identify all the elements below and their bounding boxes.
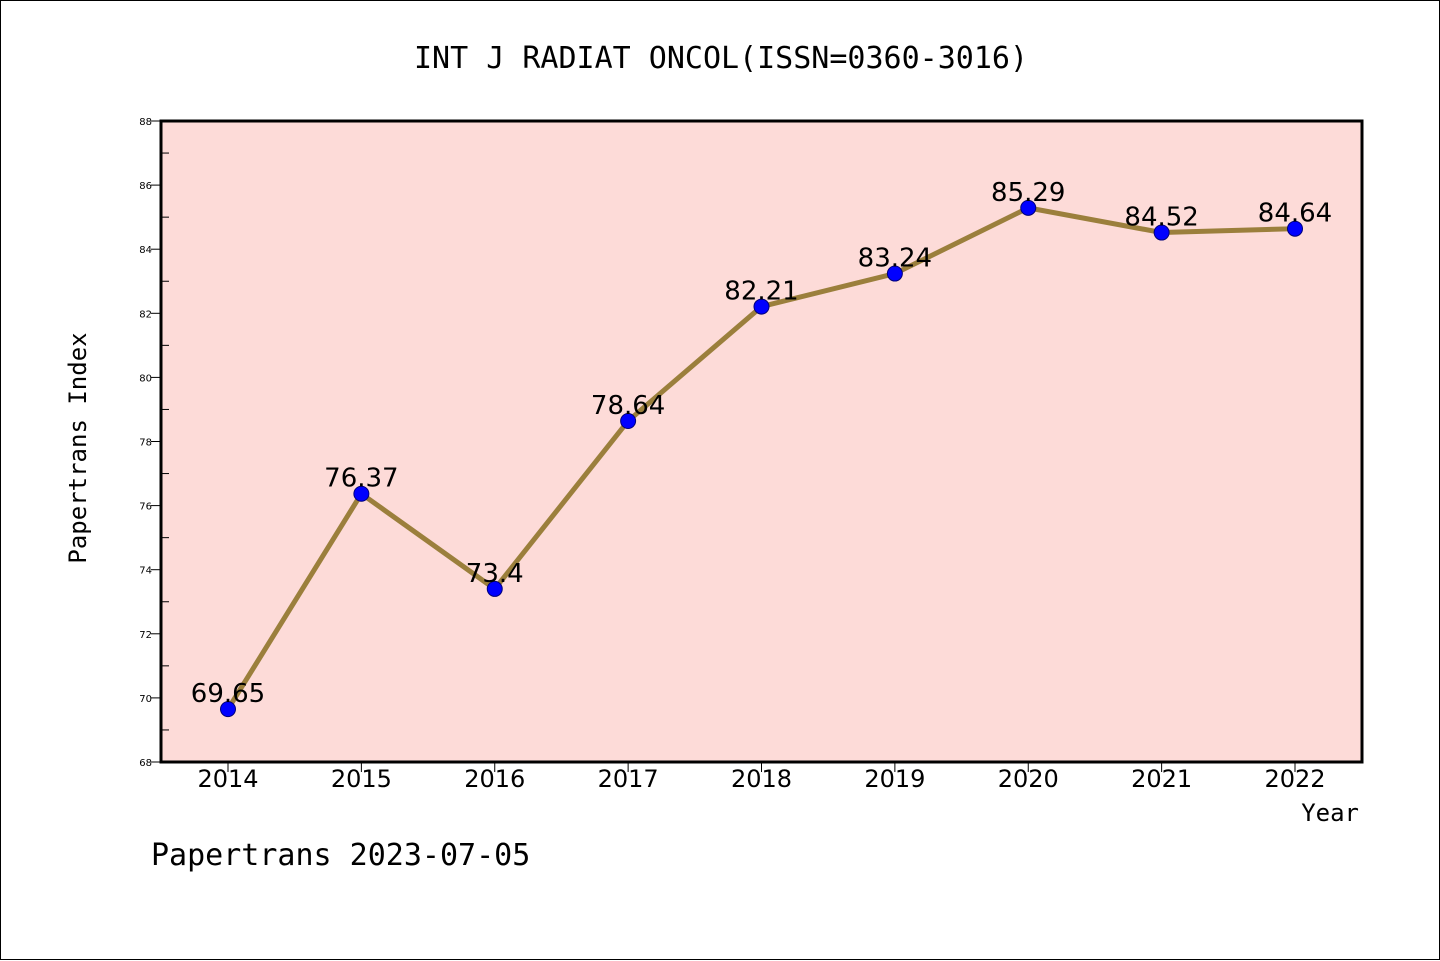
y-tick-label: 74: [139, 566, 152, 577]
data-point-label: 83.24: [858, 244, 932, 274]
x-tick-label: 2020: [998, 765, 1059, 793]
data-point-marker: [1153, 224, 1170, 241]
x-tick-label: 2017: [598, 765, 659, 793]
plot-border: [159, 119, 1364, 764]
x-tick-label: 2021: [1131, 765, 1192, 793]
data-point-label: 82.21: [724, 277, 798, 307]
y-tick-label: 84: [139, 245, 152, 256]
data-point-marker: [886, 265, 903, 282]
x-axis-ticks: 2014 2015 2016 2017 2018 2019 2020 2021 2022: [197, 762, 1326, 793]
y-tick-label: 78: [139, 438, 152, 449]
x-tick-label: 2015: [331, 765, 392, 793]
data-point-label: 73.4: [466, 559, 524, 589]
x-tick-label: 2016: [464, 765, 525, 793]
x-tick-label: 2022: [1264, 765, 1325, 793]
data-point-marker: [1020, 199, 1037, 216]
chart-title: INT J RADIAT ONCOL(ISSN=0360-3016): [414, 41, 1028, 76]
data-point-label: 78.64: [591, 391, 665, 421]
data-point-marker: [620, 412, 637, 429]
data-point-label: 76.37: [324, 464, 398, 494]
y-tick-label: 70: [139, 694, 152, 705]
x-tick-label: 2014: [197, 765, 258, 793]
series-markers: [220, 199, 1303, 718]
data-point-marker: [1287, 220, 1303, 237]
footer-watermark: Papertrans 2023-07-05: [151, 838, 530, 873]
data-point-label: 84.52: [1124, 203, 1198, 233]
data-point-marker: [486, 580, 503, 597]
data-point-label: 85.29: [991, 178, 1065, 208]
y-axis-ticks: 68 70 72 74 76 78 80 82 84 86 88: [139, 117, 169, 769]
y-tick-label: 82: [139, 309, 152, 320]
y-tick-label: 68: [139, 758, 152, 769]
y-axis-label: Papertrans Index: [64, 332, 92, 563]
x-tick-label: 2018: [731, 765, 792, 793]
x-tick-label: 2019: [864, 765, 925, 793]
data-point-marker: [353, 485, 370, 502]
data-point-label: 69.65: [191, 679, 265, 709]
y-tick-label: 76: [139, 502, 152, 513]
data-labels: 69.65 76.37 73.4 78.64 82.21 83.24 85.29 84.52 8…: [191, 178, 1332, 709]
y-tick-label: 72: [139, 630, 152, 641]
data-point-label: 84.64: [1258, 199, 1332, 229]
y-tick-label: 88: [139, 117, 152, 128]
y-tick-label: 80: [139, 373, 152, 384]
y-tick-label: 86: [139, 181, 152, 192]
data-point-marker: [220, 701, 236, 718]
data-point-marker: [753, 298, 770, 315]
x-axis-label: Year: [1301, 799, 1359, 827]
